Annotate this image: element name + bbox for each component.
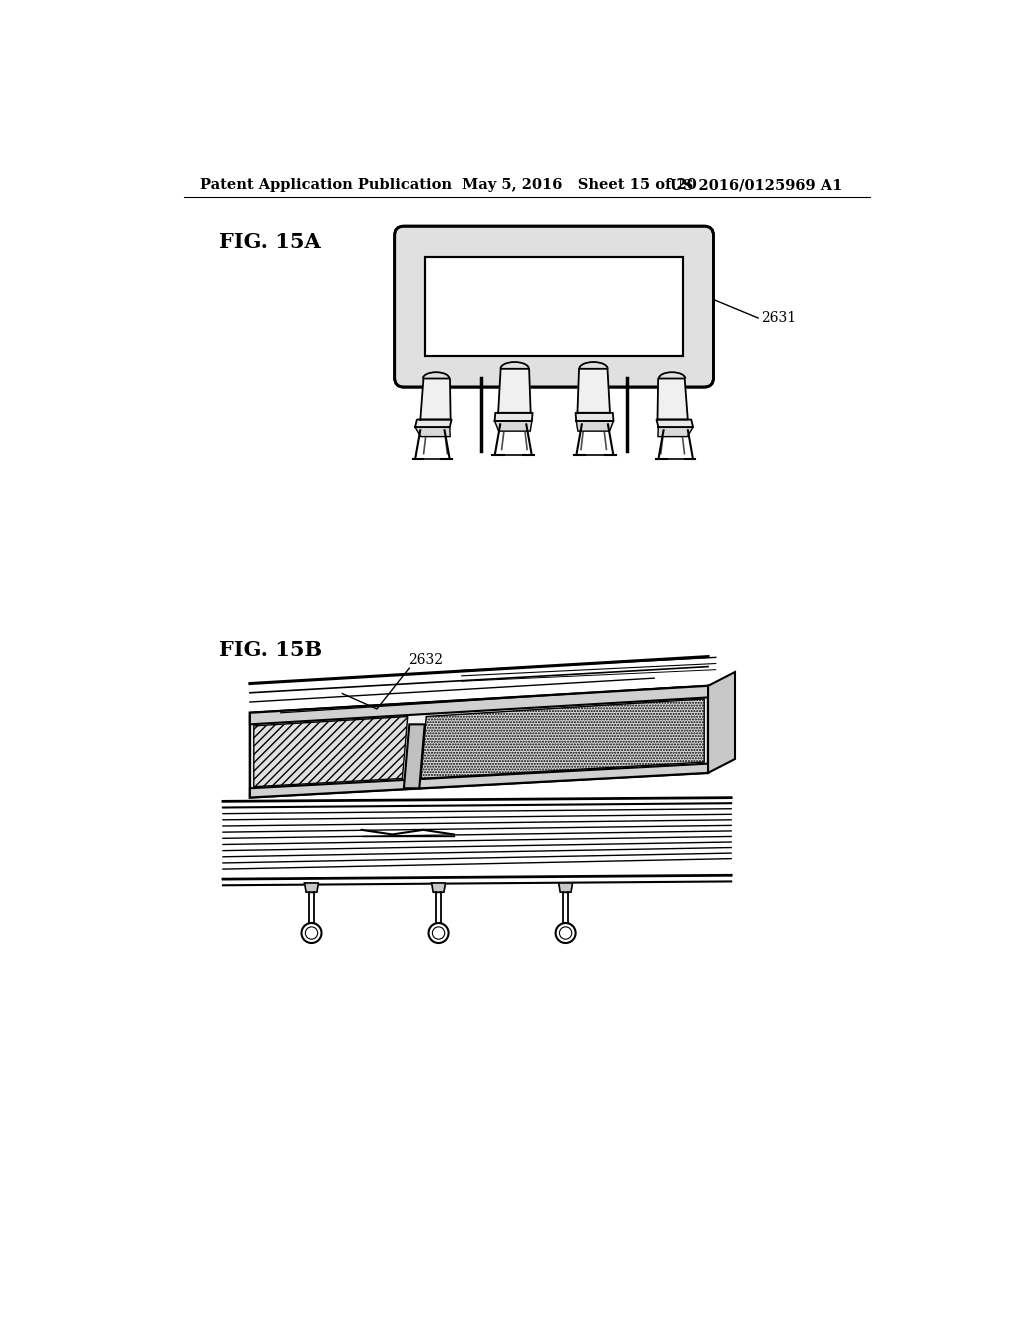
Polygon shape bbox=[415, 420, 452, 428]
Bar bbox=[425, 257, 683, 356]
Polygon shape bbox=[559, 883, 572, 892]
Bar bbox=[425, 257, 683, 356]
Text: May 5, 2016   Sheet 15 of 20: May 5, 2016 Sheet 15 of 20 bbox=[462, 178, 696, 193]
Polygon shape bbox=[498, 368, 530, 413]
Polygon shape bbox=[708, 672, 735, 774]
Polygon shape bbox=[250, 686, 708, 797]
Polygon shape bbox=[254, 717, 408, 787]
FancyBboxPatch shape bbox=[394, 226, 714, 387]
Polygon shape bbox=[403, 725, 425, 788]
Polygon shape bbox=[415, 428, 451, 437]
Polygon shape bbox=[495, 421, 531, 432]
Text: 2631: 2631 bbox=[761, 312, 797, 325]
Polygon shape bbox=[304, 883, 318, 892]
Text: FIG. 15B: FIG. 15B bbox=[219, 640, 323, 660]
Polygon shape bbox=[656, 420, 693, 428]
Polygon shape bbox=[578, 368, 610, 413]
Polygon shape bbox=[420, 379, 451, 420]
Polygon shape bbox=[250, 763, 708, 797]
Polygon shape bbox=[495, 413, 532, 421]
Polygon shape bbox=[250, 686, 708, 725]
Text: US 2016/0125969 A1: US 2016/0125969 A1 bbox=[670, 178, 842, 193]
Circle shape bbox=[559, 927, 571, 940]
Text: 2632: 2632 bbox=[408, 652, 442, 667]
Polygon shape bbox=[432, 883, 445, 892]
Polygon shape bbox=[575, 413, 613, 421]
Circle shape bbox=[301, 923, 322, 942]
Polygon shape bbox=[421, 700, 705, 779]
Bar bbox=[425, 257, 683, 356]
Polygon shape bbox=[657, 379, 688, 420]
Circle shape bbox=[432, 927, 444, 940]
Text: FIG. 15A: FIG. 15A bbox=[219, 231, 321, 252]
Circle shape bbox=[429, 923, 449, 942]
Polygon shape bbox=[577, 421, 613, 432]
Polygon shape bbox=[657, 428, 693, 437]
Circle shape bbox=[556, 923, 575, 942]
Text: Patent Application Publication: Patent Application Publication bbox=[200, 178, 452, 193]
Circle shape bbox=[305, 927, 317, 940]
